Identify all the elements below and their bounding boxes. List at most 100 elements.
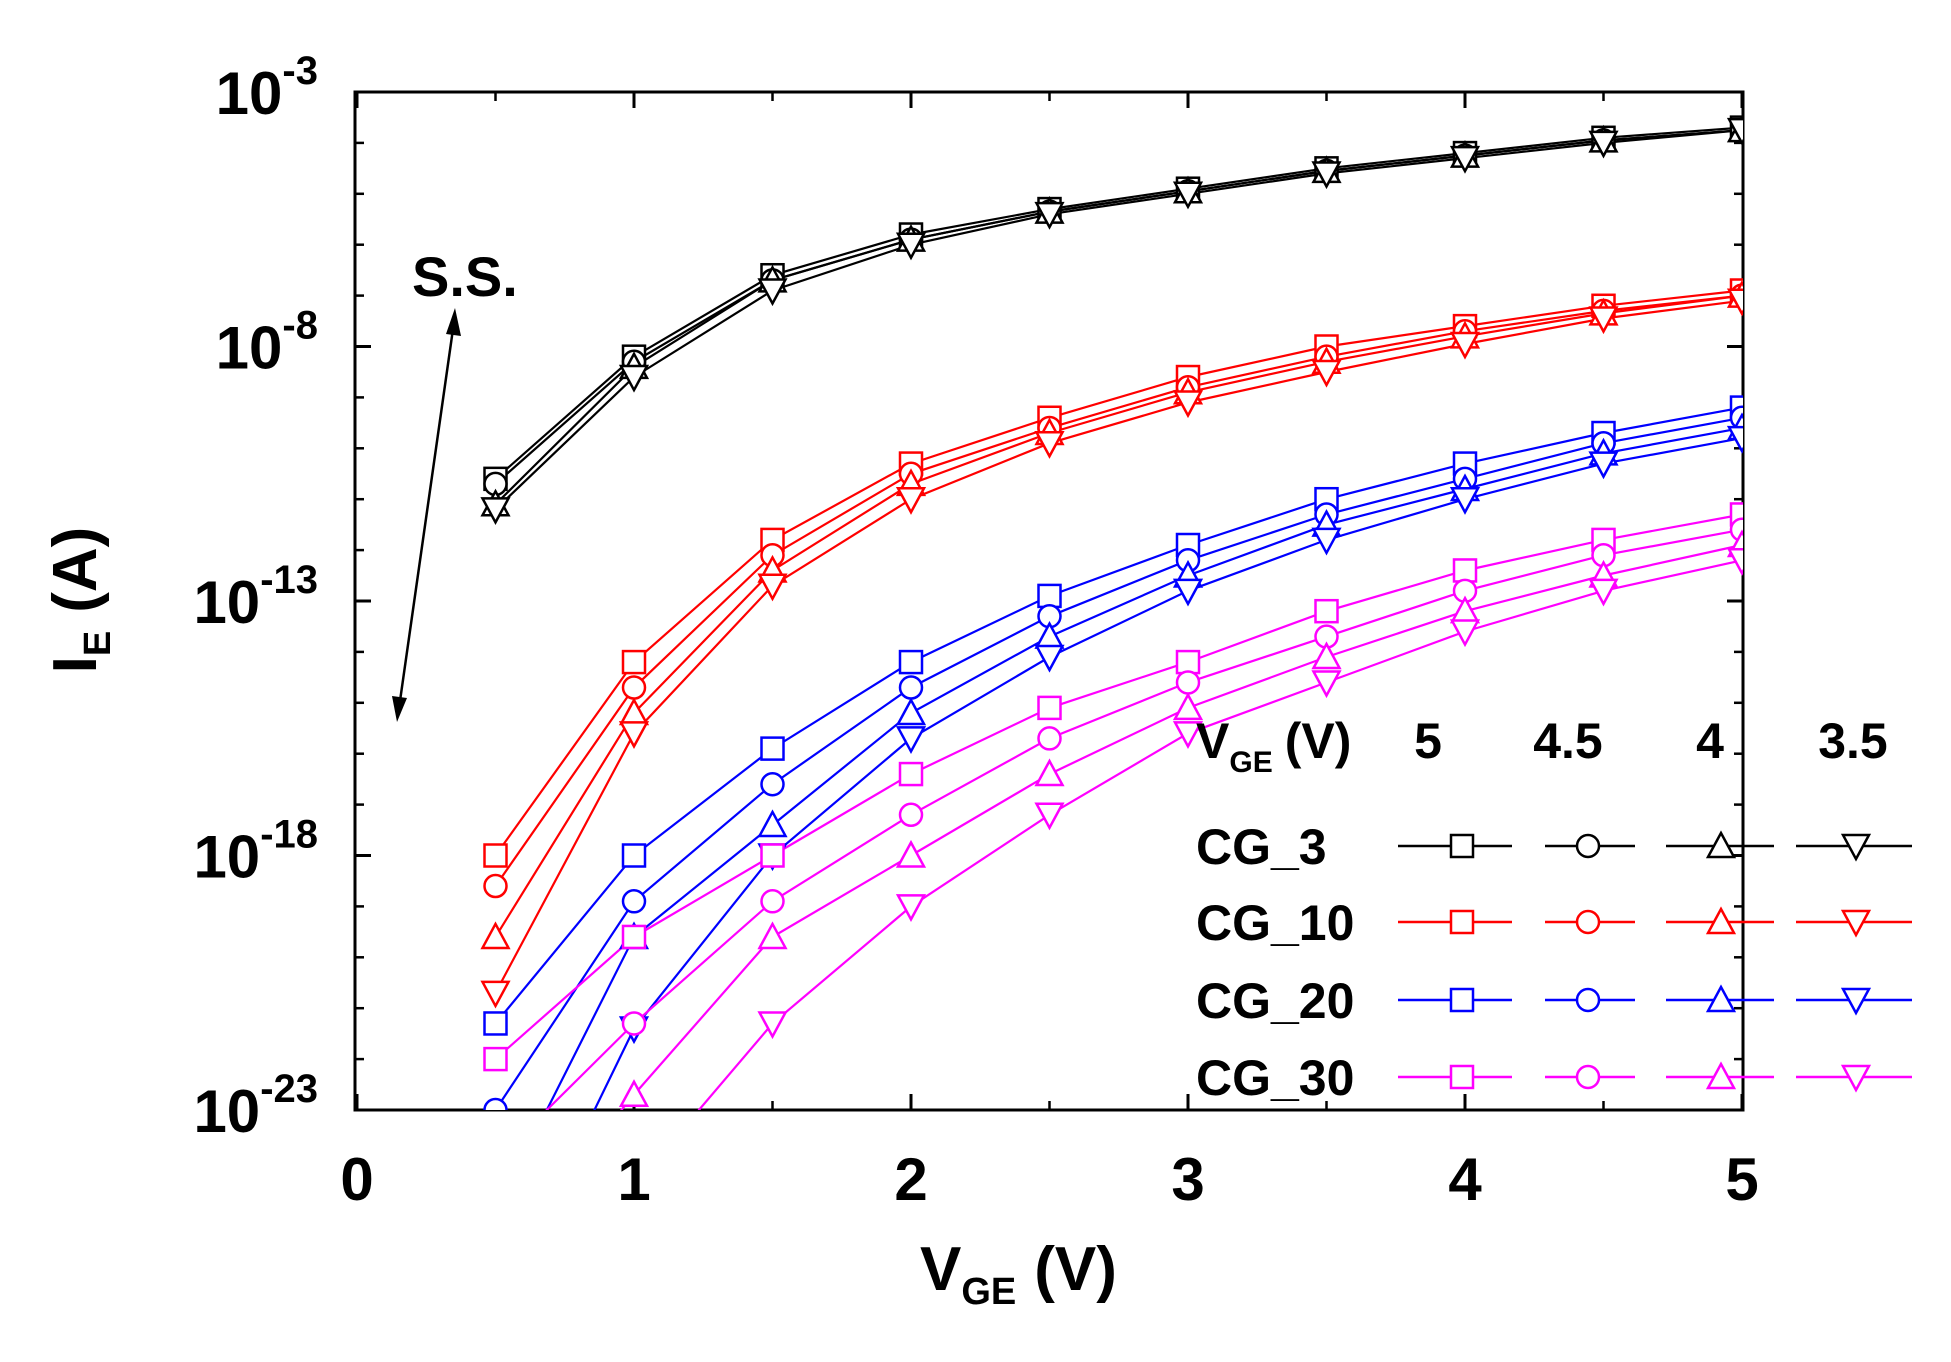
x-tick-label: 5 [1725,1146,1758,1213]
data-point-CG_10-vge-5 [483,843,508,868]
series-line-CG_20-vge-4.5 [494,416,1743,1110]
series-line-CG_20-vge-5 [494,406,1743,1025]
legend-label: CG_10 [1196,895,1354,951]
y-tick-label: 10-13 [193,558,318,636]
data-point-CG_30-vge-5 [898,761,924,787]
data-point-CG_30-vge-5 [1175,649,1201,675]
series-line-CG_10-vge-5 [494,289,1743,857]
data-point-CG_30-vge-3.5 [1588,578,1619,607]
data-point-CG_20-vge-4.5 [760,771,785,797]
data-point-CG_10-vge-4.5 [483,873,508,899]
data-point-CG_3-vge-3.5 [1726,117,1743,146]
series-line-CG_30-vge-4 [619,543,1743,1110]
legend-marker-CG_20 [1840,987,1872,1016]
legend-marker-CG_30 [1575,1064,1601,1090]
data-point-CG_30-vge-4.5 [1175,670,1201,695]
y-tick-label: 10-18 [193,813,318,891]
legend-label: CG_30 [1196,1050,1354,1106]
data-point-CG_30-vge-4.5 [621,1011,647,1036]
data-point-CG_20-vge-4.5 [621,889,647,914]
data-point-CG_30-vge-4 [618,1079,650,1107]
data-point-CG_10-vge-3.5 [895,486,927,515]
data-point-CG_30-vge-3.5 [1034,802,1065,831]
data-point-CG_3-vge-3.5 [618,364,650,393]
y-tick-label: 10-3 [216,49,318,127]
data-point-CG_30-vge-5 [1037,695,1062,721]
legend-marker-CG_30 [1840,1064,1872,1093]
data-point-CG_20-vge-4.5 [483,1097,508,1110]
series-line-CG_3-vge-5 [494,126,1743,480]
x-tick-label: 0 [340,1146,373,1213]
series-line-CG_10-vge-4.5 [494,294,1743,887]
series-line-CG_30-vge-4.5 [545,528,1743,1110]
ss-arrow-head-down [392,696,407,722]
data-point-CG_30-vge-3.5 [1449,619,1481,648]
data-point-CG_10-vge-3.5 [618,721,650,749]
legend-marker-CG_10 [1575,909,1601,935]
y-tick-label: 10-8 [216,304,318,382]
series-layer [480,114,1743,1110]
y-axis-title: IE(A) [41,527,119,674]
legend-column-label: 4 [1696,713,1724,769]
data-point-CG_20-vge-4 [757,809,788,838]
data-point-CG_3-vge-3.5 [1034,201,1065,230]
data-point-CG_20-vge-5 [483,1011,508,1036]
data-point-CG_10-vge-4.5 [621,675,647,700]
data-point-CG_10-vge-3.5 [1449,331,1481,360]
data-point-CG_30-vge-4 [757,921,788,950]
legend-marker-CG_30 [1449,1064,1475,1090]
data-point-CG_30-vge-4.5 [760,889,785,914]
legend-column-label: 3.5 [1818,713,1888,769]
data-point-CG_30-vge-4 [1449,595,1481,624]
legend-header: VGE (V) [1196,713,1351,779]
data-point-CG_30-vge-3.5 [1726,548,1743,576]
data-point-CG_20-vge-4 [1034,621,1065,649]
data-point-CG_20-vge-5 [760,736,785,761]
data-point-CG_10-vge-3.5 [1172,390,1204,419]
data-point-CG_3-vge-3.5 [895,232,927,261]
data-point-CG_10-vge-5 [621,649,647,675]
legend: VGE (V) 5 4.5 4 3.5 CG_3 CG_10 CG_20 CG_30 [1196,713,1912,1106]
data-point-CG_10-vge-3.5 [1311,359,1342,388]
legend-marker-CG_10 [1449,909,1475,935]
data-point-CG_20-vge-3.5 [1726,425,1743,454]
x-tick-label: 2 [894,1146,927,1213]
series-line-CG_20-vge-4 [545,426,1743,1110]
x-tick-label: 1 [617,1146,650,1213]
data-point-CG_20-vge-3.5 [1172,578,1204,607]
data-point-CG_10-vge-3.5 [480,980,511,1009]
data-point-CG_30-vge-4 [895,839,927,868]
legend-label: CG_3 [1196,819,1327,875]
data-point-CG_3-vge-3.5 [1588,130,1619,159]
x-tick-label: 4 [1448,1146,1482,1213]
data-point-CG_10-vge-3.5 [757,573,788,602]
data-point-CG_30-vge-5 [760,843,785,868]
data-point-CG_20-vge-5 [898,649,924,675]
series-line-CG_10-vge-4 [494,294,1743,938]
data-point-CG_3-vge-3.5 [1172,181,1204,210]
data-point-CG_20-vge-5 [1037,583,1062,609]
data-point-CG_3-vge-3.5 [757,278,788,307]
legend-column-label: 4.5 [1533,713,1603,769]
data-point-CG_30-vge-4 [1034,758,1065,787]
x-axis-title: VGE (V) [920,1235,1117,1313]
data-point-CG_3-vge-3.5 [1311,161,1342,190]
data-point-CG_30-vge-4.5 [898,802,924,828]
data-point-CG_30-vge-3.5 [757,1011,788,1040]
annotation-layer: S.S. [392,245,518,722]
data-point-CG_20-vge-3.5 [1034,644,1065,673]
series-line-CG_3-vge-4.5 [494,129,1743,485]
data-point-CG_3-vge-3.5 [1449,145,1481,174]
data-point-CG_30-vge-5 [1452,558,1478,583]
data-point-CG_30-vge-5 [483,1046,508,1072]
data-point-CG_30-vge-4 [1311,641,1342,670]
legend-marker-CG_3 [1840,833,1872,862]
data-point-CG_30-vge-3.5 [1172,721,1204,749]
series-line-CG_10-vge-3.5 [494,299,1743,994]
series-line-CG_20-vge-3.5 [593,437,1743,1110]
data-point-CG_10-vge-3.5 [1588,306,1619,335]
data-point-CG_20-vge-5 [621,843,647,868]
legend-column-label: 5 [1414,713,1442,769]
ss-annotation: S.S. [412,245,518,308]
data-point-CG_3-vge-3.5 [480,497,511,526]
